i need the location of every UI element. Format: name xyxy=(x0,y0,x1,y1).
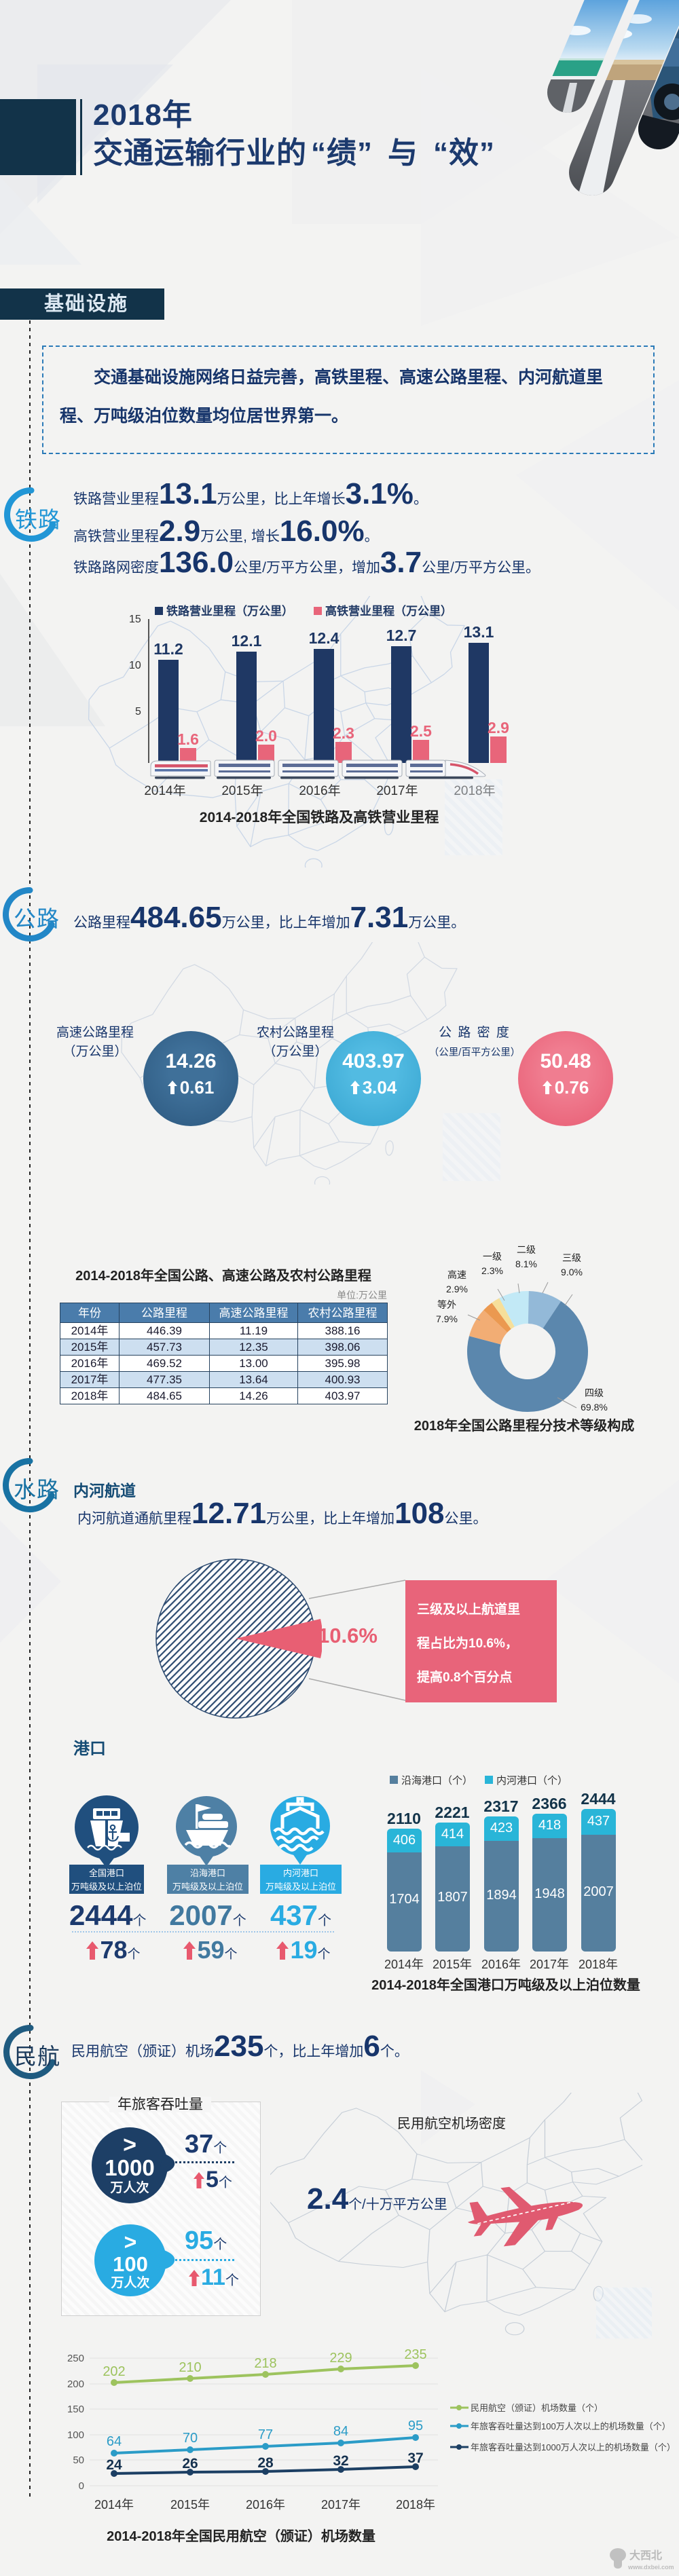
svg-text:2017年: 2017年 xyxy=(321,2498,361,2512)
svg-text:年旅客吞吐量达到100万人次以上的机场数量（个）: 年旅客吞吐量达到100万人次以上的机场数量（个） xyxy=(471,2421,671,2431)
svg-text:2018年: 2018年 xyxy=(396,2498,435,2512)
svg-text:2014年: 2014年 xyxy=(94,2498,134,2512)
svg-text:大西北: 大西北 xyxy=(629,2549,662,2562)
svg-text:年旅客吞吐量达到1000万人次以上的机场数量（个）: 年旅客吞吐量达到1000万人次以上的机场数量（个） xyxy=(471,2442,676,2452)
svg-text:84: 84 xyxy=(333,2424,348,2439)
svg-text:>: > xyxy=(124,2230,137,2254)
svg-text:95: 95 xyxy=(408,2419,423,2433)
svg-text:37: 37 xyxy=(407,2450,423,2466)
svg-text:218: 218 xyxy=(254,2356,276,2371)
svg-text:64: 64 xyxy=(107,2434,122,2449)
svg-text:28: 28 xyxy=(257,2455,274,2471)
svg-text:0: 0 xyxy=(79,2480,84,2492)
svg-text:万人次: 万人次 xyxy=(110,2275,149,2290)
svg-text:77: 77 xyxy=(258,2427,273,2442)
svg-text:100: 100 xyxy=(113,2252,148,2276)
svg-text:32: 32 xyxy=(333,2453,348,2469)
svg-text:100: 100 xyxy=(67,2429,84,2441)
svg-text:1000: 1000 xyxy=(105,2155,154,2180)
svg-text:24: 24 xyxy=(106,2457,122,2473)
svg-text:www.dxbei.com: www.dxbei.com xyxy=(627,2564,674,2571)
svg-text:202: 202 xyxy=(103,2364,125,2379)
svg-text:229: 229 xyxy=(329,2351,352,2366)
svg-text:235: 235 xyxy=(404,2349,426,2362)
svg-text:2016年: 2016年 xyxy=(246,2498,285,2512)
svg-text:70: 70 xyxy=(183,2431,198,2446)
svg-text:民用航空（颁证）机场数量（个）: 民用航空（颁证）机场数量（个） xyxy=(471,2403,603,2413)
svg-text:210: 210 xyxy=(179,2360,201,2375)
svg-text:250: 250 xyxy=(67,2353,84,2364)
svg-text:26: 26 xyxy=(182,2456,198,2471)
svg-text:2015年: 2015年 xyxy=(170,2498,210,2512)
svg-text:50: 50 xyxy=(73,2454,84,2466)
svg-text:>: > xyxy=(123,2132,136,2158)
svg-text:万人次: 万人次 xyxy=(109,2180,149,2195)
svg-text:200: 200 xyxy=(67,2378,84,2390)
svg-text:150: 150 xyxy=(67,2404,84,2415)
